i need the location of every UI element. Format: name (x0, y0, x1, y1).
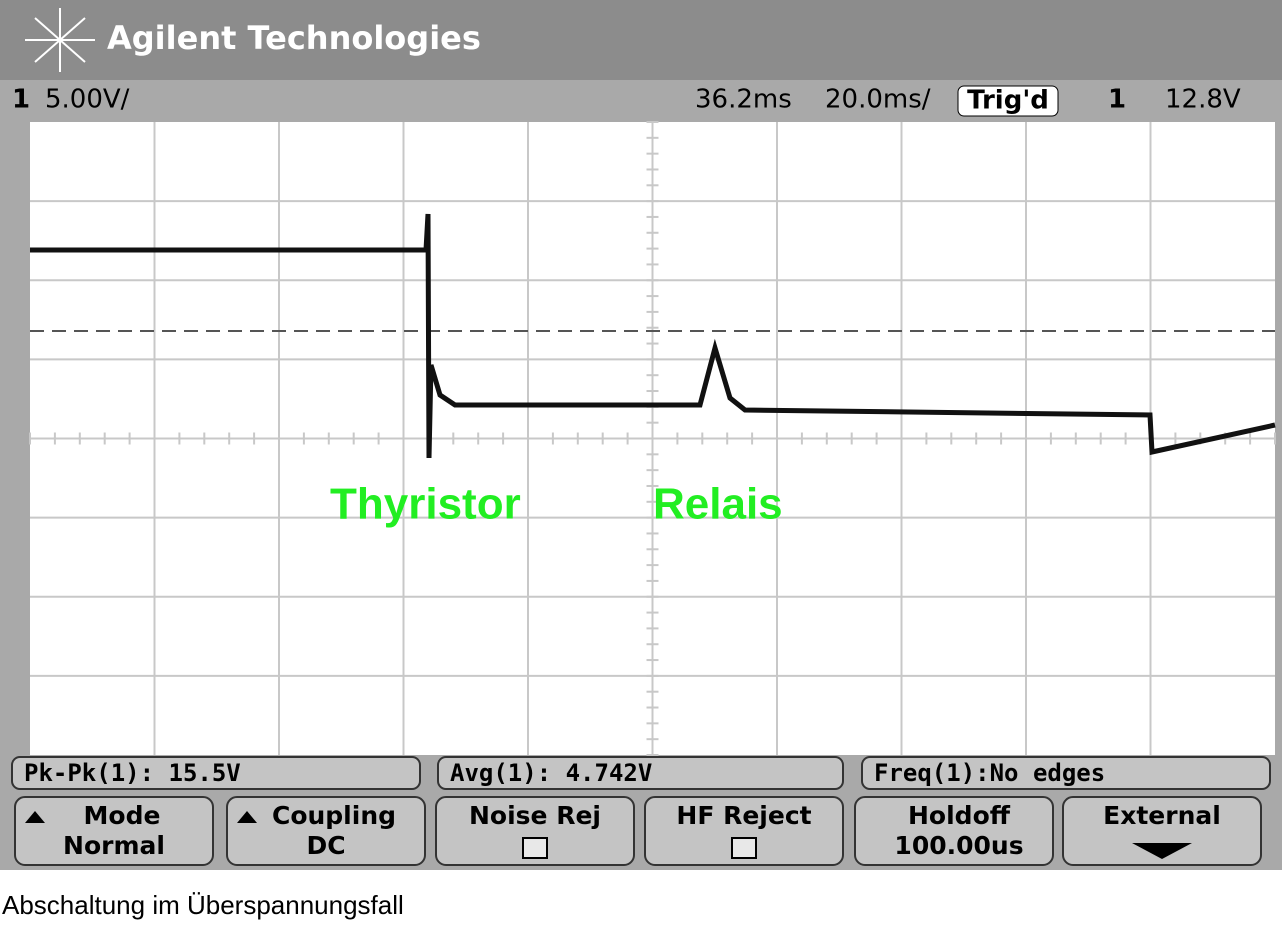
softkey[interactable] (14, 796, 214, 866)
caption: Abschaltung im Überspannungsfall (2, 890, 404, 920)
softkey-arrow (1132, 843, 1192, 859)
time-per-div: 20.0ms/ (825, 85, 931, 115)
softkey-value[interactable]: Normal (63, 831, 165, 860)
measurement: Avg(1): 4.742V (450, 759, 652, 787)
softkey[interactable] (854, 796, 1054, 866)
trig-box (957, 85, 1059, 117)
annotation: Thyristor (330, 480, 521, 529)
waveform (30, 213, 1276, 459)
softkey-label[interactable]: External (1103, 801, 1221, 830)
channel: 1 (12, 85, 30, 115)
softkey-label[interactable]: Noise Rej (469, 801, 601, 830)
softkey[interactable] (644, 796, 844, 866)
softkey[interactable] (226, 796, 426, 866)
trigger-level: 12.8V (1165, 85, 1241, 115)
softkey-label[interactable]: HF Reject (676, 801, 811, 830)
delay: 36.2ms (695, 85, 792, 115)
trigger-status: Trig'd (967, 86, 1049, 116)
softkey[interactable] (435, 796, 635, 866)
softkey-value[interactable]: 100.00us (894, 831, 1023, 860)
measurement-box (437, 756, 844, 790)
checkbox (522, 837, 548, 859)
softkey-arrow (25, 811, 45, 823)
checkbox (731, 837, 757, 859)
measurement: Pk-Pk(1): 15.5V (24, 759, 241, 787)
trigger-source: 1 (1108, 85, 1126, 115)
softkey-value[interactable]: DC (306, 831, 345, 860)
softkey-label[interactable]: Holdoff (908, 801, 1011, 830)
measurement-box (11, 756, 421, 790)
logo (25, 8, 95, 72)
measurement-box (861, 756, 1271, 790)
softkey-label[interactable]: Coupling (272, 801, 396, 830)
annotation: Relais (653, 480, 783, 529)
softkey[interactable] (1062, 796, 1262, 866)
softkey-arrow (237, 811, 257, 823)
softkey-label[interactable]: Mode (84, 801, 161, 830)
brand-bar (0, 0, 1282, 80)
brand: Agilent Technologies (107, 19, 481, 57)
volts-per-div: 5.00V/ (45, 85, 130, 115)
measurement: Freq(1):No edges (874, 759, 1105, 787)
